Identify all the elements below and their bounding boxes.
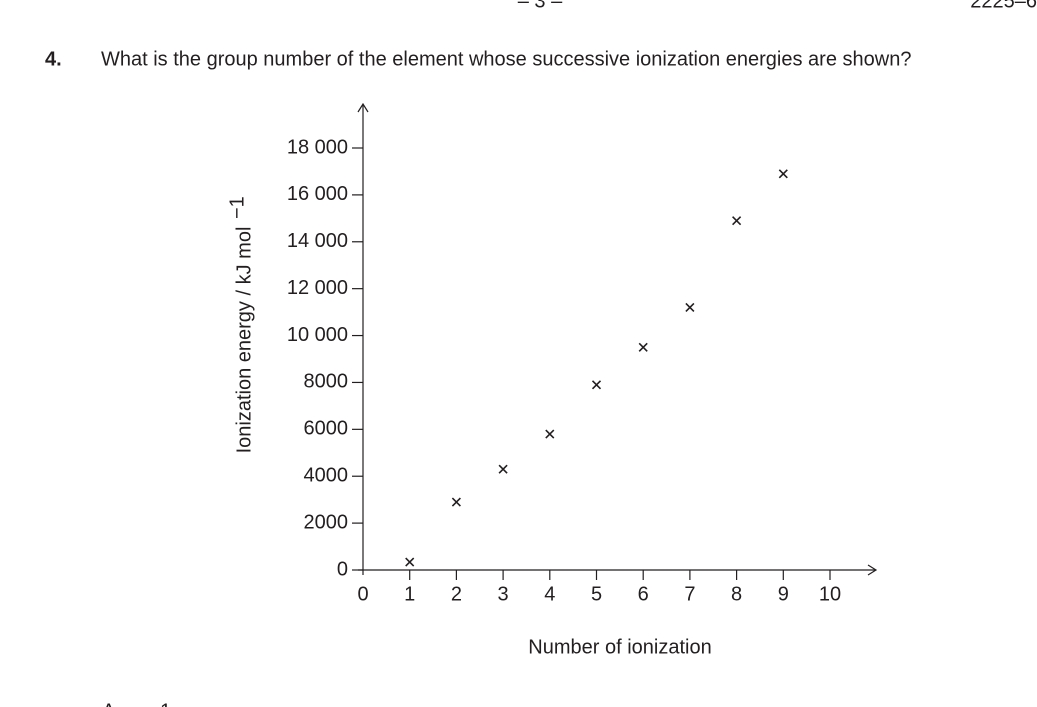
- data-point: [545, 429, 555, 439]
- question-text: What is the group number of the element …: [101, 48, 911, 70]
- data-point: [591, 380, 602, 390]
- x-tick-label: 1: [404, 583, 415, 605]
- y-tick-label: 6000: [304, 418, 349, 440]
- x-tick-label: 3: [498, 583, 509, 605]
- y-axis-label-superscript: −1: [226, 196, 248, 219]
- y-tick-label: 8000: [304, 371, 349, 393]
- data-point: [451, 497, 461, 507]
- y-tick-label: 2000: [304, 511, 349, 533]
- page-number: – 3 –: [518, 0, 563, 12]
- data-point: [685, 302, 695, 312]
- y-axis-label: Ionization energy / kJ mol: [233, 227, 255, 454]
- option-letter: A.: [102, 700, 121, 707]
- y-axis: [357, 102, 369, 575]
- x-tick-label: 5: [591, 583, 602, 605]
- x-tick-label: 4: [544, 583, 555, 605]
- y-tick-label: 18 000: [287, 136, 348, 158]
- y-axis-label-group: Ionization energy / kJ mol −1: [226, 196, 255, 453]
- x-tick-label: 2: [451, 583, 462, 605]
- data-point: [778, 169, 788, 179]
- data-point: [732, 216, 742, 226]
- y-tick-label: 4000: [304, 465, 349, 487]
- x-tick-label: 8: [731, 583, 742, 605]
- paper-code: 2225–6: [970, 0, 1037, 12]
- x-tick-label: 6: [638, 583, 649, 605]
- x-tick-label: 0: [357, 583, 368, 605]
- x-tick-label: 7: [684, 583, 695, 605]
- y-tick-label: 16 000: [287, 183, 348, 205]
- y-tick-label: 14 000: [287, 230, 348, 252]
- x-axis-label: Number of ionization: [528, 636, 711, 658]
- data-point: [405, 557, 415, 567]
- y-tick-label: 0: [337, 558, 348, 580]
- question-number: 4.: [45, 48, 62, 70]
- y-tick-label: 12 000: [287, 277, 348, 299]
- x-tick-label: 10: [819, 583, 841, 605]
- y-tick-label: 10 000: [287, 324, 348, 346]
- data-point: [638, 342, 648, 352]
- option-text: 1: [160, 700, 171, 707]
- data-point: [498, 464, 508, 474]
- x-axis: [358, 564, 878, 576]
- x-tick-label: 9: [778, 583, 789, 605]
